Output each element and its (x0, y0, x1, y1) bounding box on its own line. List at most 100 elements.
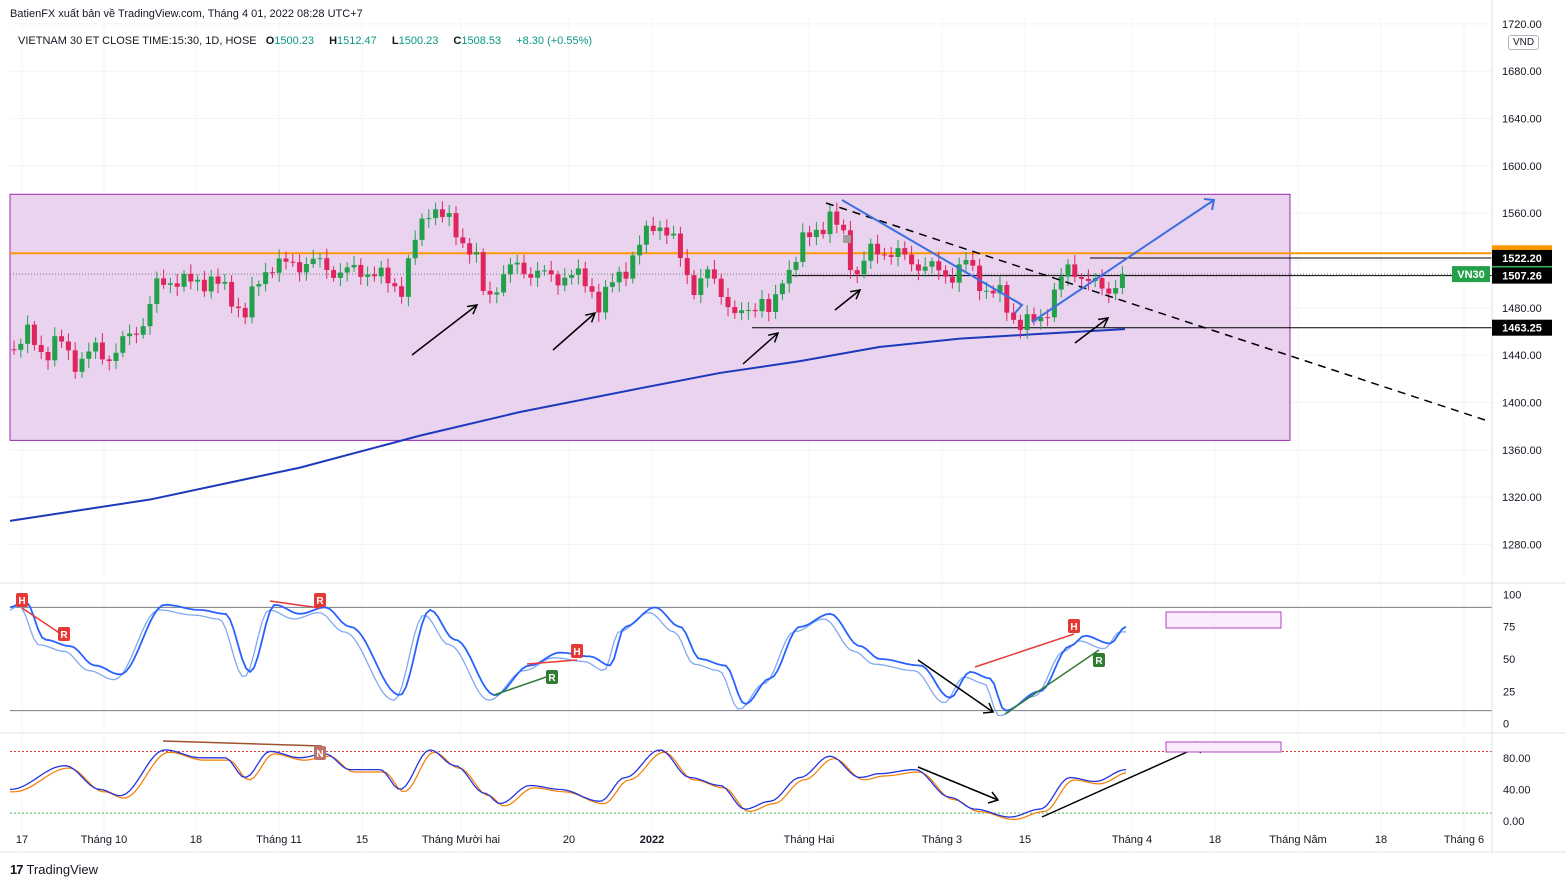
candle-body (616, 271, 622, 283)
price-tick-label: 1320.00 (1502, 492, 1542, 504)
currency-badge[interactable]: VND (1508, 35, 1540, 50)
divergence-line (269, 600, 321, 609)
candle-body (861, 260, 867, 275)
candle (412, 230, 418, 265)
candle (521, 254, 527, 279)
time-tick-label: 15 (356, 834, 368, 846)
time-axis[interactable]: 17 Tháng 10 18 Tháng 11 15 Tháng Mười hai 20 20… (16, 834, 1484, 846)
arrow-head (987, 791, 1000, 804)
candle-body (283, 258, 289, 262)
time-tick-label: Tháng 4 (1112, 834, 1152, 846)
candle-body (691, 275, 697, 296)
candle-body (167, 283, 173, 285)
down-arrow (917, 659, 994, 713)
candle (868, 238, 874, 269)
candle (671, 225, 677, 240)
candle-body (575, 268, 581, 275)
candle-body (800, 232, 806, 262)
time-tick-label: 15 (1019, 834, 1031, 846)
candle (405, 254, 411, 307)
price-range-zone (9, 193, 1291, 441)
price-tag-box (1492, 319, 1552, 336)
stoch-zone-box (1165, 611, 1282, 629)
candle-body (31, 324, 37, 346)
candle-body (473, 252, 479, 255)
candle (310, 249, 316, 268)
candle-body (331, 270, 337, 278)
candle-body (1051, 289, 1057, 318)
candle-body (535, 270, 541, 278)
candle (25, 315, 31, 354)
candle-body (18, 343, 24, 350)
ohlc-close: C1508.53 (453, 35, 502, 47)
candle-body (929, 261, 935, 267)
candle-body (133, 333, 139, 335)
tradingview-logo[interactable]: 17 TradingView (10, 862, 98, 877)
candle-body (222, 281, 228, 284)
candle (467, 237, 473, 264)
arrow-head (850, 289, 862, 300)
candle-body (909, 254, 915, 265)
dashed-trendline (825, 202, 1486, 421)
candle-body (698, 278, 704, 296)
candle (256, 280, 262, 296)
candle (650, 216, 656, 236)
symbol-legend[interactable]: VIETNAM 30 ET CLOSE TIME:15:30, 1D, HOSE… (18, 35, 598, 47)
osc-tick-label: 0.00 (1503, 816, 1524, 828)
candle-body (915, 264, 921, 271)
arrow-line (917, 766, 999, 801)
candle (1079, 273, 1085, 287)
time-tick-label: 18 (190, 834, 202, 846)
candle-body (827, 211, 833, 235)
stoch-tick-label: 100 (1503, 589, 1521, 601)
symbol-tag-label: VN30 (1457, 269, 1485, 281)
candle-body (215, 276, 221, 284)
candle (269, 267, 275, 279)
candle-body (983, 290, 989, 292)
candle (793, 256, 799, 278)
candle-body (59, 336, 65, 342)
time-tick-label: 17 (16, 834, 28, 846)
candle (895, 240, 901, 267)
candle (337, 263, 343, 287)
candle (208, 269, 214, 299)
candle-body (943, 270, 949, 277)
candle-body (609, 282, 615, 287)
candle (201, 270, 207, 297)
candle-body (521, 262, 527, 275)
price-axis[interactable]: 1720.001680.001640.001600.001560.001520.… (1491, 0, 1542, 852)
candle-body (154, 278, 160, 305)
label-badge (58, 627, 70, 641)
candle (480, 248, 486, 296)
stoch-tick-label: 75 (1503, 622, 1515, 634)
candle (643, 220, 649, 253)
label-badge (571, 644, 583, 658)
candle (943, 265, 949, 284)
ohlc-open: O1500.23 (265, 35, 315, 47)
candle-body (997, 284, 1003, 294)
candle-body (378, 267, 384, 277)
candle (929, 257, 935, 274)
candle-body (725, 296, 731, 308)
candle-body (344, 267, 350, 273)
candle-body (739, 310, 745, 314)
candle (684, 249, 690, 285)
candle-body (480, 252, 486, 291)
candle (385, 258, 391, 293)
divergence-line (1004, 649, 1100, 715)
candle (786, 260, 792, 293)
candle-body (507, 264, 513, 275)
candle-body (1031, 314, 1037, 322)
divergence-line (21, 607, 65, 637)
candle (303, 257, 309, 281)
candle (881, 247, 887, 260)
candle-body (671, 233, 677, 236)
candle-body (439, 209, 445, 217)
candle (52, 327, 58, 367)
price-tag-box (1492, 267, 1552, 284)
candle-body (99, 342, 105, 360)
candle-body (643, 225, 649, 245)
candle-body (93, 342, 99, 352)
candle (79, 351, 85, 378)
